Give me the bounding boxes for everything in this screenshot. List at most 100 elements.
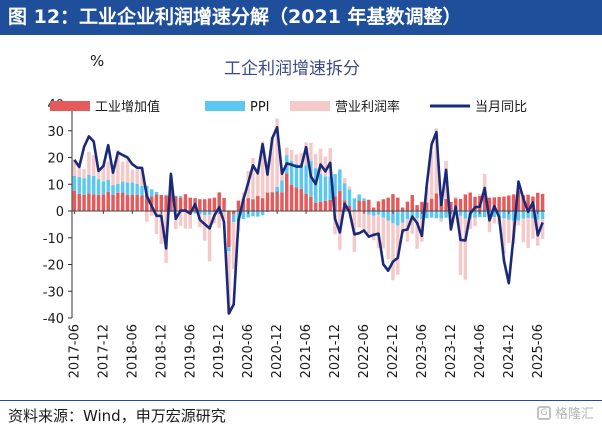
- bar-ppi: [111, 185, 115, 195]
- legend-industrial-label: 工业增加值: [95, 99, 160, 115]
- bar-margin: [285, 147, 289, 156]
- bar-margin: [251, 158, 255, 200]
- bar-industrial: [174, 196, 178, 211]
- bar-ppi: [371, 211, 376, 216]
- title-rule: [0, 34, 602, 35]
- bar-margin: [145, 211, 149, 222]
- profit-growth-chart: 工企利润增速拆分%-40-30-20-100102030402017-06201…: [43, 52, 546, 378]
- bar-industrial: [492, 197, 497, 211]
- bar-industrial: [367, 199, 371, 211]
- bar-ppi: [202, 211, 207, 216]
- bar-industrial: [72, 190, 77, 211]
- bar-ppi: [169, 211, 173, 213]
- bar-margin: [154, 211, 159, 235]
- bar-margin: [396, 225, 400, 275]
- bar-margin: [357, 211, 361, 228]
- y-tick-label: 30: [47, 125, 64, 140]
- bar-industrial: [362, 200, 366, 211]
- x-tick-label: 2018-12: [154, 324, 169, 378]
- bar-margin: [188, 211, 192, 229]
- bar-margin: [265, 162, 270, 193]
- bar-ppi: [314, 168, 318, 203]
- bar-margin: [376, 214, 381, 248]
- bar-margin: [77, 164, 81, 177]
- bar-ppi: [536, 211, 540, 220]
- bar-industrial: [222, 197, 226, 211]
- bar-margin: [231, 222, 236, 270]
- bar-ppi: [294, 163, 299, 188]
- bar-ppi: [425, 211, 429, 219]
- bar-ppi: [458, 211, 463, 216]
- bar-ppi: [256, 211, 260, 217]
- legend-margin-label: 营业利润率: [335, 99, 400, 115]
- bar-margin: [453, 196, 458, 199]
- bar-ppi: [347, 189, 352, 206]
- bar-industrial: [357, 200, 361, 211]
- bar-ppi: [420, 211, 424, 220]
- x-tick-label: 2017-12: [96, 324, 111, 378]
- bar-industrial: [164, 195, 168, 211]
- bar-ppi: [482, 211, 487, 218]
- bar-margin: [140, 168, 144, 186]
- bar-industrial: [516, 190, 521, 211]
- y-tick-label: 10: [47, 178, 64, 193]
- bar-industrial: [154, 194, 159, 211]
- bar-margin: [82, 169, 86, 179]
- bar-ppi: [154, 192, 159, 195]
- legend-ppi-label: PPI: [250, 100, 270, 115]
- bar-margin: [526, 217, 530, 248]
- bar-industrial: [405, 201, 410, 211]
- bar-ppi: [246, 211, 250, 218]
- x-tick-label: 2024-12: [502, 324, 517, 378]
- watermark-text: 格隆汇: [554, 407, 594, 422]
- bar-margin: [391, 223, 395, 281]
- y-tick-label: -10: [43, 232, 64, 247]
- y-tick-label: -40: [43, 312, 64, 327]
- bar-industrial: [333, 196, 337, 211]
- legend-margin-swatch: [290, 101, 330, 111]
- bar-industrial: [96, 194, 101, 211]
- bar-margin: [227, 251, 231, 315]
- bar-ppi: [140, 185, 144, 196]
- bar-ppi: [540, 211, 545, 220]
- bar-ppi: [386, 211, 390, 221]
- bar-ppi: [415, 211, 419, 218]
- bar-margin: [415, 217, 419, 249]
- bar-industrial: [376, 201, 381, 211]
- bar-industrial: [444, 198, 448, 211]
- bar-industrial: [386, 197, 390, 211]
- bar-industrial: [521, 195, 526, 211]
- bar-industrial: [323, 200, 328, 211]
- bar-margin: [260, 141, 265, 199]
- x-tick-label: 2022-12: [386, 324, 401, 378]
- bar-margin: [540, 219, 545, 240]
- bar-ppi: [116, 183, 120, 193]
- y-tick-label: -30: [43, 285, 64, 300]
- x-tick-label: 2025-06: [531, 324, 546, 378]
- bar-industrial: [231, 211, 236, 214]
- bar-industrial: [280, 192, 284, 211]
- bar-ppi: [381, 211, 386, 218]
- bar-margin: [101, 164, 106, 182]
- chart-title: 工企利润增速拆分: [224, 59, 360, 79]
- y-tick-label: 20: [47, 152, 64, 167]
- bar-ppi: [198, 211, 202, 215]
- bar-ppi: [338, 169, 342, 191]
- bar-industrial: [420, 201, 424, 211]
- bar-margin: [87, 151, 91, 175]
- source-note: 资料来源：Wind，申万宏源研究: [8, 407, 226, 425]
- bar-ppi: [323, 176, 328, 201]
- bar-margin: [478, 193, 482, 197]
- bar-ppi: [502, 211, 506, 219]
- bar-industrial: [265, 192, 270, 211]
- bar-ppi: [439, 211, 443, 219]
- y-axis-unit: %: [90, 52, 104, 70]
- bar-ppi: [212, 211, 217, 213]
- bar-ppi: [444, 211, 448, 218]
- bar-industrial: [111, 194, 115, 211]
- bar-margin: [531, 218, 535, 239]
- bar-ppi: [87, 174, 91, 194]
- bar-industrial: [169, 188, 173, 211]
- bar-margin: [468, 218, 472, 229]
- x-tick-label: 2020-06: [241, 324, 256, 378]
